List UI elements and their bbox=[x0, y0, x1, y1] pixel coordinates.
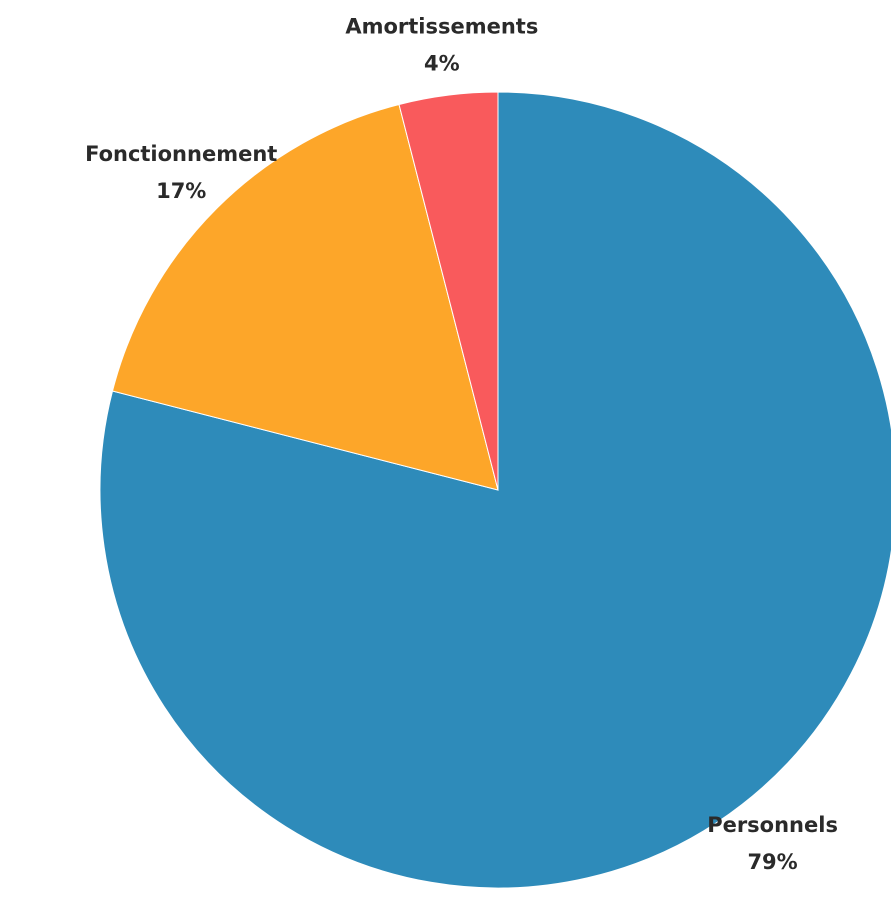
pie-slice bbox=[111, 103, 499, 491]
slice-label: Amortissements bbox=[345, 15, 538, 39]
slice-value-label: 4% bbox=[424, 52, 460, 76]
slice-value-label: 17% bbox=[156, 179, 206, 203]
slice-label: Fonctionnement bbox=[85, 142, 277, 166]
slice-label: Personnels bbox=[707, 813, 838, 837]
slice-value-label: 79% bbox=[747, 850, 797, 874]
pie-slice bbox=[99, 91, 891, 889]
pie-slice bbox=[398, 91, 499, 491]
